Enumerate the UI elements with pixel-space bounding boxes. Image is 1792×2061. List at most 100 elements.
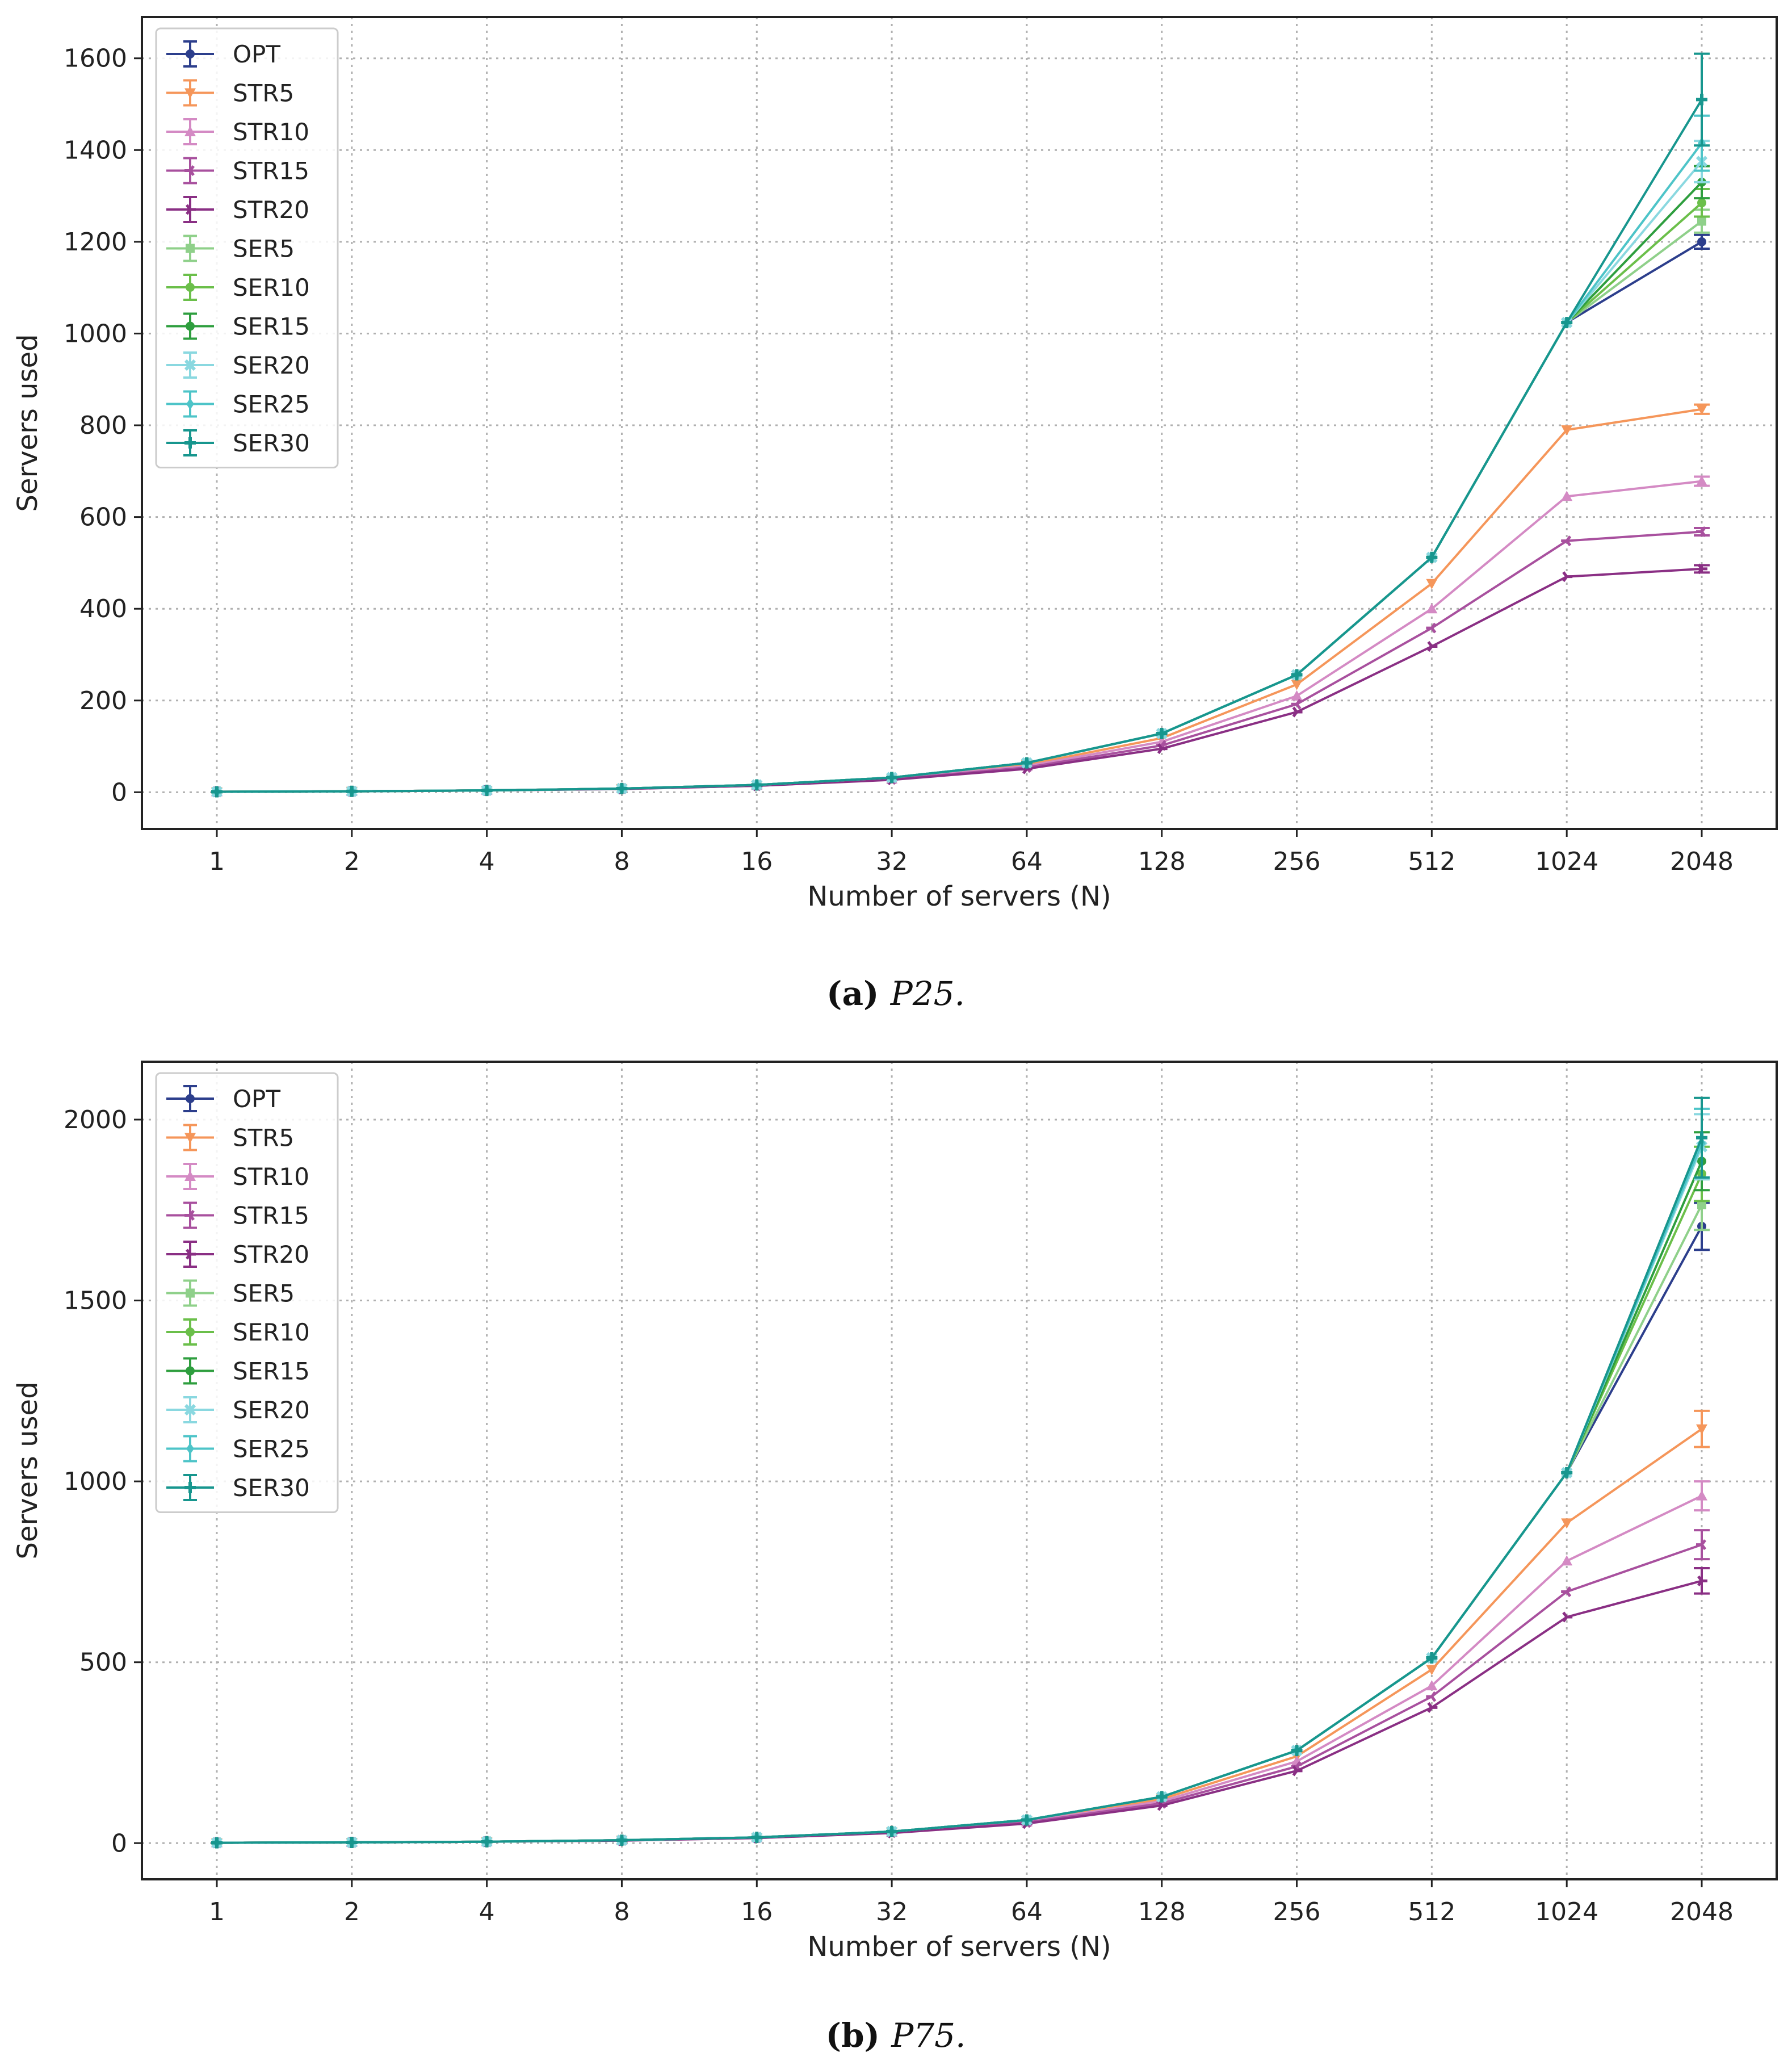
legend-marker xyxy=(186,49,195,58)
x-tick-label: 512 xyxy=(1408,1897,1455,1926)
x-axis-label: Number of servers (N) xyxy=(807,881,1111,912)
x-tick-label: 8 xyxy=(614,847,629,876)
legend-marker xyxy=(184,165,195,176)
legend-marker xyxy=(184,1404,196,1416)
data-point xyxy=(1562,1611,1573,1623)
data-point xyxy=(1561,1555,1573,1566)
data-point xyxy=(1426,579,1438,589)
legend-marker xyxy=(184,359,196,371)
legend-item-ser5: SER5 xyxy=(166,1279,295,1308)
legend-marker xyxy=(186,204,196,215)
legend-label: SER15 xyxy=(233,313,310,341)
legend-marker xyxy=(184,126,196,136)
legend-label: STR20 xyxy=(233,196,309,224)
y-tick-label: 500 xyxy=(79,1648,127,1677)
y-tick-label: 1200 xyxy=(64,228,127,257)
x-axis-label: Number of servers (N) xyxy=(807,1931,1111,1963)
legend-label: SER20 xyxy=(233,351,310,379)
series-line xyxy=(216,1580,1702,1844)
data-point xyxy=(481,785,493,797)
legend-label: STR5 xyxy=(233,79,294,107)
data-point xyxy=(346,785,358,797)
series-str5 xyxy=(211,1409,1710,1849)
x-tick-label: 2 xyxy=(344,847,360,876)
legend-label: STR5 xyxy=(233,1124,294,1152)
y-tick-label: 1400 xyxy=(64,136,127,165)
legend-marker xyxy=(186,1366,195,1376)
figure-caption: (b) P75. xyxy=(826,2016,966,2055)
legend-marker xyxy=(186,1094,195,1103)
x-tick-label: 32 xyxy=(876,847,908,876)
y-tick-label: 400 xyxy=(79,594,127,623)
legend-item-opt: OPT xyxy=(166,40,280,68)
legend-label: STR10 xyxy=(233,1163,309,1191)
legend-item-ser30: SER30 xyxy=(166,429,310,457)
x-tick-label: 512 xyxy=(1408,847,1455,876)
series-line xyxy=(216,1543,1702,1844)
legend-item-str20: STR20 xyxy=(166,196,309,224)
series-ser5 xyxy=(212,1178,1710,1848)
x-tick-label: 16 xyxy=(741,847,773,876)
plot-frame xyxy=(141,1061,1778,1880)
legend-item-str15: STR15 xyxy=(166,157,309,185)
legend-item-str15: STR15 xyxy=(166,1201,309,1230)
data-point xyxy=(1426,1680,1438,1691)
y-tick-label: 600 xyxy=(79,503,127,532)
legend-item-ser25: SER25 xyxy=(166,1435,310,1463)
caption-tag: (b) xyxy=(826,2016,892,2055)
data-point xyxy=(211,1837,223,1849)
chart-panel-a: 1 2 4 8 16 32 64 128 256 512 1024 2048 0 200 400 600 800… xyxy=(12,16,1778,1013)
legend-label: SER25 xyxy=(233,391,310,418)
series-opt xyxy=(212,233,1710,797)
data-point xyxy=(1291,698,1302,710)
series-line xyxy=(216,99,1703,793)
series-ser15 xyxy=(212,165,1710,797)
legend-item-ser20: SER20 xyxy=(166,1396,310,1424)
series-line xyxy=(216,1161,1703,1844)
series-line xyxy=(216,142,1703,793)
data-point xyxy=(1561,425,1573,436)
legend-label: SER5 xyxy=(233,235,295,263)
legend-item-ser25: SER25 xyxy=(166,390,310,418)
series-line xyxy=(216,1137,1703,1844)
data-point xyxy=(1426,1665,1438,1675)
y-tick-label: 200 xyxy=(79,686,127,715)
series-opt xyxy=(212,1201,1710,1848)
data-point xyxy=(1427,1702,1438,1713)
series-line xyxy=(216,1428,1703,1844)
y-tick-label: 1000 xyxy=(64,319,127,348)
legend-item-str10: STR10 xyxy=(166,118,309,146)
x-tick-label: 1 xyxy=(209,1897,225,1926)
x-tick-label: 16 xyxy=(741,1897,773,1926)
y-tick-label: 1000 xyxy=(64,1467,127,1496)
legend-item-ser15: SER15 xyxy=(166,1357,310,1385)
legend-item-ser30: SER30 xyxy=(166,1474,310,1502)
data-point xyxy=(1157,743,1168,755)
legend-marker xyxy=(184,1482,196,1493)
legend-label: OPT xyxy=(233,1085,280,1113)
series-str10 xyxy=(211,1480,1710,1848)
series-ser20 xyxy=(211,140,1710,798)
x-tick-label: 64 xyxy=(1011,1897,1043,1926)
legend-marker xyxy=(184,437,196,449)
legend-marker xyxy=(186,321,195,331)
data-point xyxy=(616,1834,628,1846)
data-point xyxy=(1426,1691,1437,1702)
data-point xyxy=(1021,1814,1033,1826)
data-point xyxy=(1291,690,1303,701)
data-point xyxy=(1561,1467,1573,1478)
series-line xyxy=(216,408,1702,793)
chart-panel-b: 1 2 4 8 16 32 64 128 256 512 1024 2048 0 500 1000 1500 2… xyxy=(12,1061,1778,2055)
legend-item-str20: STR20 xyxy=(166,1241,309,1268)
legend-marker xyxy=(186,1288,195,1298)
x-tick-label: 256 xyxy=(1273,847,1321,876)
data-point xyxy=(1291,680,1303,690)
legend-marker xyxy=(186,1443,194,1455)
series-ser5 xyxy=(212,208,1710,797)
legend-box xyxy=(155,27,339,468)
series-ser15 xyxy=(212,1131,1710,1848)
caption-text: P25. xyxy=(890,974,965,1013)
series-ser25 xyxy=(213,114,1710,798)
x-tick-label: 4 xyxy=(479,847,495,876)
legend-label: SER25 xyxy=(233,1435,310,1463)
